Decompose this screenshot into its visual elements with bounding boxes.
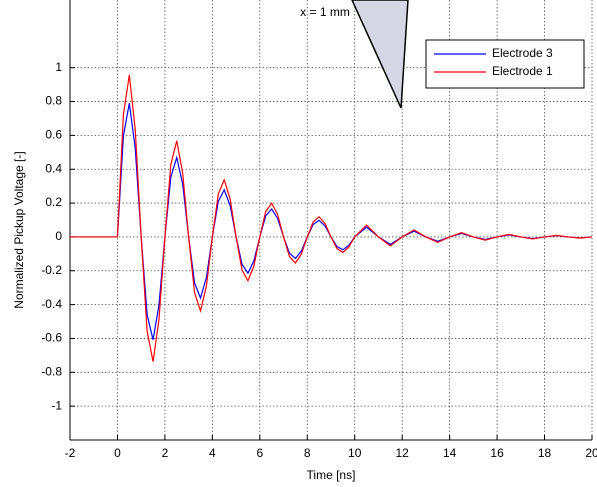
y-tick-label: 0.6 (45, 128, 62, 142)
x-tick-label: 4 (209, 446, 216, 460)
y-tick-label: -1 (51, 398, 62, 412)
y-tick-label: 0.8 (45, 94, 62, 108)
x-tick-label: 20 (585, 446, 597, 460)
x-tick-label: 12 (396, 446, 410, 460)
y-tick-label: 0 (55, 229, 62, 243)
y-tick-label: 0.2 (45, 195, 62, 209)
y-tick-label: -0.2 (41, 263, 62, 277)
callout-arrow (351, 0, 409, 109)
y-tick-label: -0.4 (41, 297, 62, 311)
legend-box (425, 39, 585, 89)
x-axis-label: Time [ns] (307, 468, 356, 482)
x-tick-label: 16 (490, 446, 504, 460)
annotation: x = 1 mm (300, 5, 350, 19)
y-tick-label: 0.4 (45, 161, 62, 175)
y-tick-label: 1 (55, 60, 62, 74)
legend-label: Electrode 1 (492, 64, 553, 78)
x-tick-label: 8 (304, 446, 311, 460)
x-tick-label: 0 (114, 446, 121, 460)
x-tick-label: 18 (538, 446, 552, 460)
y-tick-label: -0.6 (41, 331, 62, 345)
x-tick-label: 14 (443, 446, 457, 460)
x-tick-label: 6 (256, 446, 263, 460)
legend: Electrode 3 Electrode 1 (425, 39, 585, 89)
y-axis-label: Normalized Pickup Voltage [-] (12, 151, 26, 308)
y-tick-label: -0.8 (41, 364, 62, 378)
legend-label: Electrode 3 (492, 46, 553, 60)
x-tick-label: 10 (348, 446, 362, 460)
x-tick-label: 2 (162, 446, 169, 460)
x-tick-label: -2 (65, 446, 76, 460)
series-line (70, 74, 593, 362)
